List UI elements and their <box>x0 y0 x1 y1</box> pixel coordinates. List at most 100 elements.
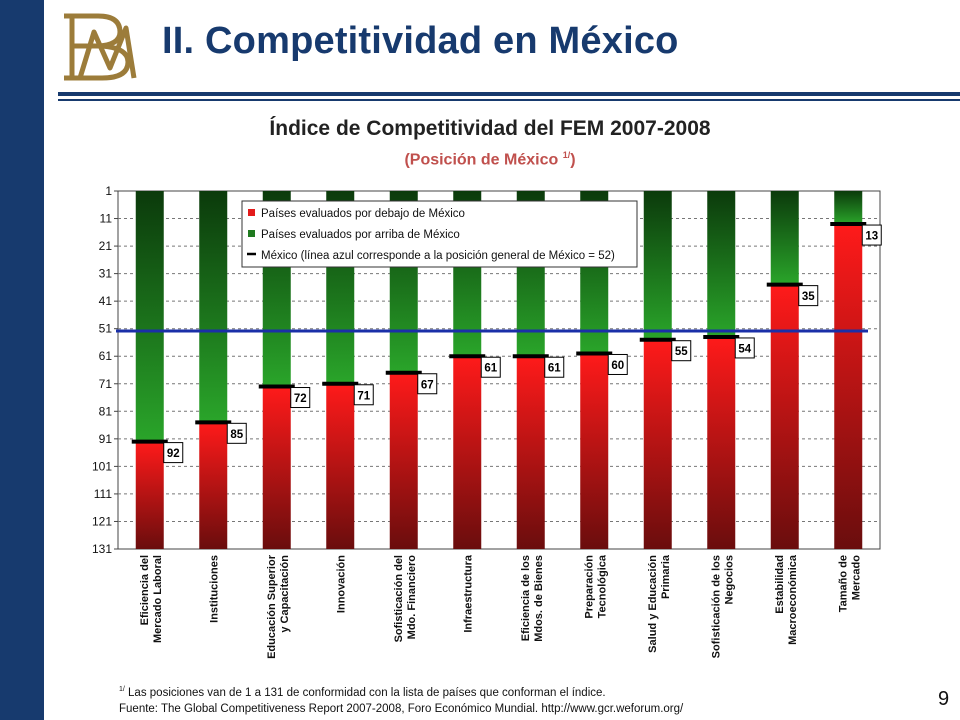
footnote-source: Fuente: The Global Competitiveness Repor… <box>119 702 684 715</box>
bar-below-segment <box>389 372 418 549</box>
value-label: 60 <box>611 360 624 372</box>
value-label-box <box>544 356 565 378</box>
x-category-label: Mercado Laboral <box>152 555 164 643</box>
legend-swatch-above <box>248 230 255 237</box>
sidebar-band <box>0 0 44 720</box>
bar-below-segment <box>262 386 291 549</box>
value-label-box <box>798 285 819 307</box>
value-label: 71 <box>357 390 370 402</box>
bar-below-segment <box>453 356 482 549</box>
value-label: 54 <box>738 343 751 355</box>
value-label: 67 <box>421 379 434 391</box>
y-tick-label: 1 <box>105 184 112 198</box>
y-tick-label: 51 <box>99 322 113 336</box>
title-rule-thin <box>58 99 960 101</box>
x-category-label: Estabilidad <box>774 555 786 614</box>
bar-above-segment <box>834 191 863 225</box>
value-label-box <box>290 387 311 409</box>
x-category-label: Mdo. Financiero <box>406 555 418 640</box>
legend-box <box>241 200 638 268</box>
bar-below-segment <box>135 441 164 549</box>
y-tick-label: 121 <box>92 514 112 528</box>
x-category-label: Mercado <box>850 555 862 601</box>
x-category-label: Eficiencia del <box>139 555 151 625</box>
chart-subtitle-sup: 1/ <box>562 150 571 160</box>
bar-above-segment <box>199 191 228 423</box>
bar-below-segment <box>707 336 736 549</box>
y-tick-label: 91 <box>99 432 113 446</box>
y-tick-label: 101 <box>92 459 112 473</box>
chart-subtitle-text: (Posición de México <box>404 151 559 169</box>
value-label-box <box>226 422 247 444</box>
bar-below-segment <box>770 284 799 549</box>
bar-below-segment <box>643 339 672 549</box>
y-tick-label: 81 <box>99 404 113 418</box>
value-label-box <box>671 340 692 362</box>
value-label: 61 <box>484 363 497 375</box>
x-category-label: y Capacitación <box>279 555 291 633</box>
x-category-label: Infraestructura <box>462 554 474 633</box>
footnote: 1/ Las posiciones van de 1 a 131 de conf… <box>119 682 683 717</box>
x-category-label: Mdos. de Bienes <box>533 555 545 642</box>
legend-label: México (línea azul corresponde a la posi… <box>261 250 615 262</box>
bar-below-segment <box>199 422 228 549</box>
bar-above-segment <box>770 191 799 285</box>
chart-subtitle: (Posición de México 1/) <box>150 150 830 169</box>
bar-above-segment <box>135 191 164 442</box>
x-category-label: Salud y Educación <box>647 555 659 653</box>
value-label-box <box>734 337 755 359</box>
x-category-label: Primaria <box>660 554 672 599</box>
bar-below-segment <box>580 353 609 549</box>
value-label-box <box>163 442 184 464</box>
y-tick-label: 11 <box>100 212 113 226</box>
bm-logo <box>64 13 137 81</box>
x-category-label: Eficiencia de los <box>520 555 532 641</box>
value-label: 85 <box>230 429 243 441</box>
x-category-label: Negocios <box>723 555 735 605</box>
x-category-label: Sofisticación del <box>393 555 405 642</box>
value-label-box <box>353 384 374 406</box>
value-label: 13 <box>865 231 878 243</box>
x-category-label: Tamaño de <box>837 555 849 612</box>
legend-label: Países evaluados por arriba de México <box>261 229 460 241</box>
value-label: 61 <box>548 363 561 375</box>
value-label: 92 <box>167 448 180 460</box>
y-tick-label: 71 <box>99 377 113 391</box>
value-label-box <box>607 353 628 375</box>
bar-below-segment <box>834 224 863 550</box>
x-category-label: Tecnológica <box>596 554 608 618</box>
value-label-box <box>480 356 501 378</box>
x-category-label: Educación Superior <box>266 554 278 659</box>
bar-below-segment <box>326 383 355 549</box>
page-number: 9 <box>938 688 950 710</box>
x-category-label: Innovación <box>335 555 347 613</box>
y-tick-label: 21 <box>99 239 113 253</box>
x-category-label: Preparación <box>583 555 595 619</box>
footnote-text: Las posiciones van de 1 a 131 de conform… <box>124 686 606 699</box>
title-rule-thick <box>58 92 960 96</box>
x-category-label: Instituciones <box>208 555 220 623</box>
slide-title: II. Competitividad en México <box>162 20 679 62</box>
x-category-label: Macroeconómica <box>787 554 799 645</box>
y-tick-label: 31 <box>99 267 113 281</box>
bar-above-segment <box>643 191 672 340</box>
chart-title: Índice de Competitividad del FEM 2007-20… <box>269 117 711 140</box>
y-tick-label: 131 <box>92 542 112 556</box>
y-tick-label: 111 <box>94 487 113 501</box>
footnote-sup: 1/ <box>119 686 125 693</box>
value-label: 72 <box>294 393 307 405</box>
footnote-line-1: 1/ Las posiciones van de 1 a 131 de conf… <box>119 682 683 701</box>
bar-above-segment <box>707 191 736 337</box>
value-label: 55 <box>675 346 688 358</box>
legend-swatch-below <box>248 209 255 216</box>
y-tick-label: 61 <box>99 349 113 363</box>
x-category-label: Sofisticación de los <box>710 555 722 658</box>
legend-label: Países evaluados por debajo de México <box>261 208 465 220</box>
value-label-box <box>861 224 882 246</box>
value-label-box <box>417 373 438 395</box>
y-tick-label: 41 <box>99 294 113 308</box>
value-label: 35 <box>802 291 815 303</box>
bar-below-segment <box>516 356 545 549</box>
chart-subtitle-end: ) <box>570 151 576 169</box>
